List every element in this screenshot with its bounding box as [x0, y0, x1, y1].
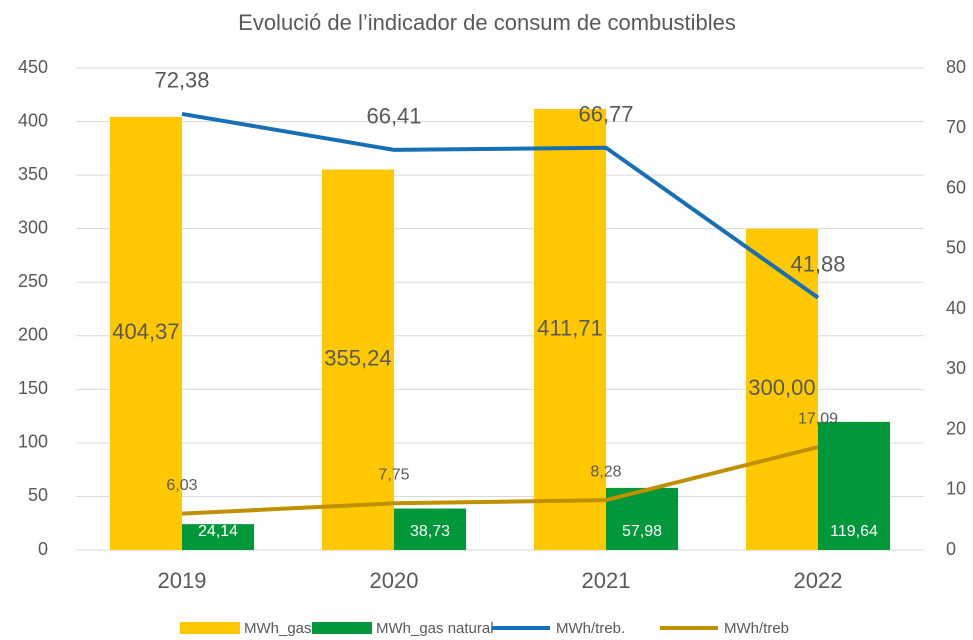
y2-tick-label: 20 [946, 418, 966, 438]
bar [818, 421, 891, 550]
legend-label: MWh/treb [724, 620, 789, 637]
y-tick-label: 450 [18, 57, 48, 77]
data-label: 66,77 [578, 102, 633, 127]
bar [533, 109, 606, 550]
legend-label: MWh_gas natural [376, 620, 494, 637]
y-tick-label: 300 [18, 217, 48, 237]
line [181, 111, 820, 300]
bar [109, 116, 182, 550]
data-label: 72,38 [154, 68, 209, 93]
y2-tick-label: 60 [946, 177, 966, 197]
x-tick-label: 2021 [582, 568, 631, 593]
y2-tick-label: 40 [946, 298, 966, 318]
legend-swatch [312, 622, 372, 634]
y-tick-label: 250 [18, 271, 48, 291]
y2-tick-label: 0 [946, 539, 956, 559]
y-tick-label: 400 [18, 110, 48, 130]
y2-tick-label: 30 [946, 358, 966, 378]
x-tick-label: 2019 [158, 568, 207, 593]
y-tick-label: 350 [18, 164, 48, 184]
x-tick-label: 2020 [370, 568, 419, 593]
bar [182, 524, 255, 550]
line [181, 445, 819, 516]
data-label: 57,98 [622, 523, 662, 540]
data-label: 300,00 [748, 375, 815, 400]
legend-label: MWh_gasoil [244, 620, 327, 637]
data-label: 404,37 [112, 319, 179, 344]
data-label: 119,64 [830, 523, 878, 540]
y-tick-label: 0 [38, 539, 48, 559]
y-tick-label: 50 [28, 485, 48, 505]
data-label: 17,09 [798, 410, 838, 427]
data-label: 7,75 [378, 467, 409, 484]
data-label: 6,03 [166, 477, 197, 494]
chart-title: Evolució de l’indicador de consum de com… [238, 10, 736, 35]
data-label: 24,14 [198, 523, 238, 540]
data-label: 8,28 [590, 463, 621, 480]
y2-tick-label: 70 [946, 117, 966, 137]
data-label: 38,73 [410, 523, 450, 540]
y-tick-label: 200 [18, 325, 48, 345]
y-tick-label: 100 [18, 432, 48, 452]
data-label: 66,41 [366, 104, 421, 129]
bar [321, 169, 394, 551]
y-tick-label: 150 [18, 378, 48, 398]
legend-label: MWh/treb. [556, 620, 625, 637]
y2-tick-label: 80 [946, 57, 966, 77]
y2-tick-label: 10 [946, 479, 966, 499]
data-label: 355,24 [324, 346, 391, 371]
data-label: 411,71 [537, 315, 603, 340]
y2-tick-label: 50 [946, 238, 966, 258]
bar [394, 508, 467, 550]
data-label: 41,88 [790, 251, 845, 276]
x-tick-label: 2022 [794, 568, 843, 593]
legend-swatch [180, 622, 240, 634]
bar [745, 228, 818, 550]
